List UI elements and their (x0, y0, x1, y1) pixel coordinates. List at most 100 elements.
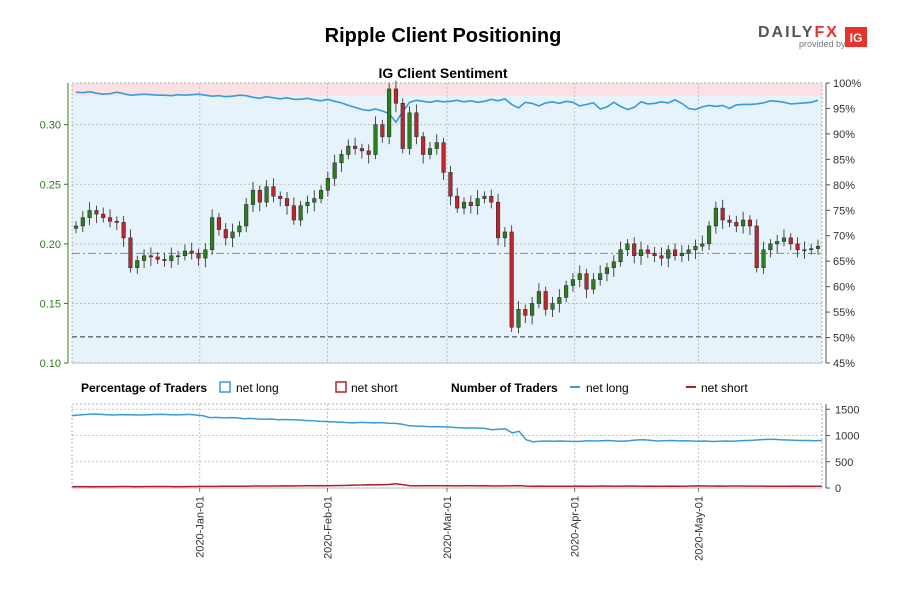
candle-body (707, 225, 712, 245)
candle (781, 229, 787, 247)
main-chart-title: IG Client Sentiment (378, 65, 507, 81)
candle (468, 195, 473, 214)
candle (237, 221, 242, 237)
candle-body (421, 136, 426, 155)
percent-tick-label: 55% (833, 307, 855, 319)
date-tick-label: 2020-Jan-01 (195, 496, 207, 558)
candle-body (380, 124, 385, 137)
candle (802, 241, 807, 259)
candle-body (169, 255, 174, 261)
legend-percentage-header: Percentage of Traders (81, 381, 207, 395)
candle (707, 221, 712, 251)
main-gridlines (72, 83, 822, 364)
candle-body (523, 309, 528, 316)
candle (325, 171, 330, 197)
candle-body (468, 201, 473, 206)
candle-body (128, 237, 133, 268)
candle-body (135, 260, 140, 268)
candle (625, 239, 630, 257)
candle (815, 239, 821, 255)
candle (216, 212, 222, 236)
candle-body (584, 273, 589, 290)
candle (577, 265, 582, 288)
candle (550, 296, 555, 318)
legend-num-short-label: net short (701, 381, 748, 395)
candle-body (727, 219, 732, 223)
candle-body (250, 189, 256, 205)
candle (87, 202, 92, 226)
candle-body (638, 249, 644, 257)
dailyfx-logo: DAILYFX provided by IG (758, 24, 867, 49)
candle (373, 116, 378, 160)
candle-body (216, 217, 222, 230)
page-title: Ripple Client Positioning (325, 25, 562, 47)
bottom-gridlines (72, 404, 822, 489)
price-axis: 0.10 0.15 0.20 0.25 0.30 (40, 120, 68, 370)
candle-body (570, 279, 575, 286)
candle-body (305, 201, 310, 206)
candle-body (230, 231, 235, 239)
legend-num-long-label: net long (586, 381, 629, 395)
candle (496, 193, 501, 246)
candle (400, 98, 405, 154)
candle-body (427, 148, 433, 155)
price-tick-label: 0.10 (40, 358, 61, 370)
candle-body (700, 243, 705, 247)
candle-body (604, 267, 610, 274)
candle-body (448, 172, 453, 197)
candle (298, 200, 303, 227)
candle-body (768, 243, 773, 251)
legend-pct-short-swatch (335, 381, 347, 393)
price-tick-label: 0.15 (40, 298, 61, 310)
price-tick-label: 0.25 (40, 179, 61, 191)
candle (666, 245, 671, 268)
candle-body (387, 88, 392, 137)
candle (502, 227, 507, 247)
candle (516, 301, 521, 334)
candle (271, 178, 276, 203)
candle (264, 180, 269, 207)
candle (809, 243, 814, 255)
candle-body (502, 231, 507, 239)
candle-body (400, 103, 405, 149)
candle-body (598, 273, 603, 280)
candle-body (625, 243, 630, 251)
candle-body (203, 249, 208, 259)
candle-body (550, 303, 555, 310)
candle (380, 119, 385, 143)
legend-number-header: Number of Traders (451, 381, 558, 395)
candle (305, 195, 310, 214)
candle (332, 154, 337, 186)
candle (659, 247, 664, 266)
count-tick-label: 500 (835, 457, 853, 469)
candle (114, 216, 119, 231)
candle (135, 255, 140, 274)
price-candles (73, 80, 821, 334)
candle-body (346, 145, 351, 155)
candle (162, 252, 167, 267)
candle-body (741, 219, 746, 227)
logo-text: DAILYFX (758, 24, 839, 41)
candle-body (509, 231, 514, 328)
net-short-area (72, 83, 822, 96)
candle-body (734, 222, 739, 227)
candle (427, 141, 433, 160)
candle (148, 247, 153, 267)
candle-body (536, 291, 541, 304)
candle-body (278, 195, 283, 199)
candle (761, 241, 766, 274)
candle-body (271, 186, 276, 197)
percent-tick-label: 70% (833, 231, 855, 243)
percent-tick-label: 65% (833, 256, 855, 268)
ig-badge-text: IG (850, 31, 863, 45)
percent-axis: 45% 50% 55% 60% 65% 70% 75% 80% 85% 90% 95% 100% (826, 78, 861, 370)
candle (387, 82, 392, 145)
legend-pct-long-swatch (219, 381, 231, 393)
candle (509, 225, 514, 333)
candle (795, 237, 800, 258)
candle (455, 187, 460, 213)
candle (700, 235, 705, 251)
candle-body (393, 88, 398, 104)
candle-body (359, 148, 364, 152)
